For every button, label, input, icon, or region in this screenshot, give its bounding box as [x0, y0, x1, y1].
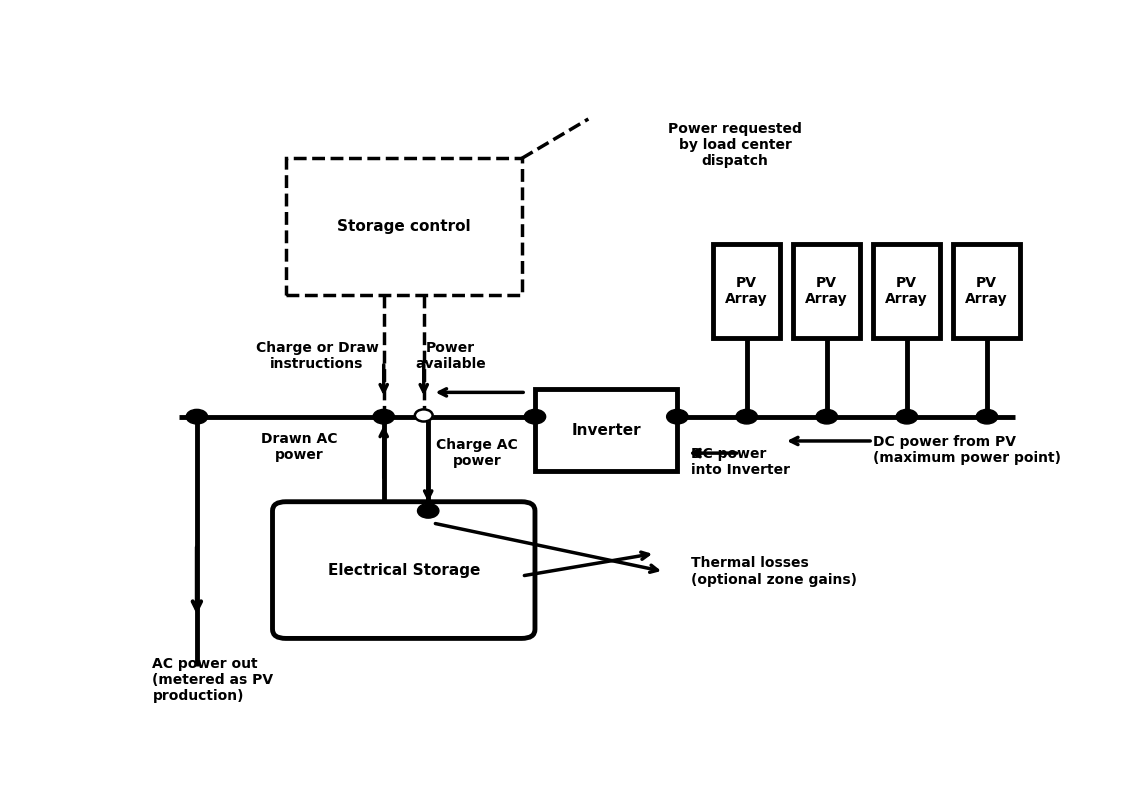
Circle shape [414, 409, 433, 421]
Circle shape [976, 409, 998, 424]
Text: PV
Array: PV Array [885, 275, 928, 305]
Circle shape [525, 409, 545, 424]
Text: Power requested
by load center
dispatch: Power requested by load center dispatch [668, 122, 802, 168]
FancyBboxPatch shape [272, 502, 535, 638]
Text: DC power from PV
(maximum power point): DC power from PV (maximum power point) [872, 435, 1061, 466]
Text: Power
available: Power available [416, 341, 486, 371]
Text: Storage control: Storage control [336, 219, 471, 234]
Text: DC power
into Inverter: DC power into Inverter [691, 447, 790, 477]
FancyBboxPatch shape [713, 244, 779, 338]
Circle shape [418, 503, 439, 518]
FancyBboxPatch shape [793, 244, 860, 338]
FancyBboxPatch shape [953, 244, 1019, 338]
Circle shape [816, 409, 838, 424]
Circle shape [736, 409, 758, 424]
Circle shape [373, 409, 395, 424]
FancyBboxPatch shape [286, 159, 521, 295]
Text: PV
Array: PV Array [965, 275, 1008, 305]
Text: Electrical Storage: Electrical Storage [327, 563, 480, 578]
Circle shape [186, 409, 208, 424]
Text: Inverter: Inverter [572, 423, 641, 438]
Text: Charge or Draw
instructions: Charge or Draw instructions [256, 341, 379, 371]
Text: PV
Array: PV Array [805, 275, 847, 305]
FancyBboxPatch shape [535, 389, 677, 471]
Text: PV
Array: PV Array [724, 275, 768, 305]
Circle shape [667, 409, 688, 424]
Circle shape [897, 409, 917, 424]
Text: Thermal losses
(optional zone gains): Thermal losses (optional zone gains) [691, 556, 856, 587]
Text: Drawn AC
power: Drawn AC power [261, 432, 338, 462]
Text: Charge AC
power: Charge AC power [436, 438, 518, 468]
Text: AC power out
(metered as PV
production): AC power out (metered as PV production) [153, 656, 273, 703]
FancyBboxPatch shape [872, 244, 940, 338]
